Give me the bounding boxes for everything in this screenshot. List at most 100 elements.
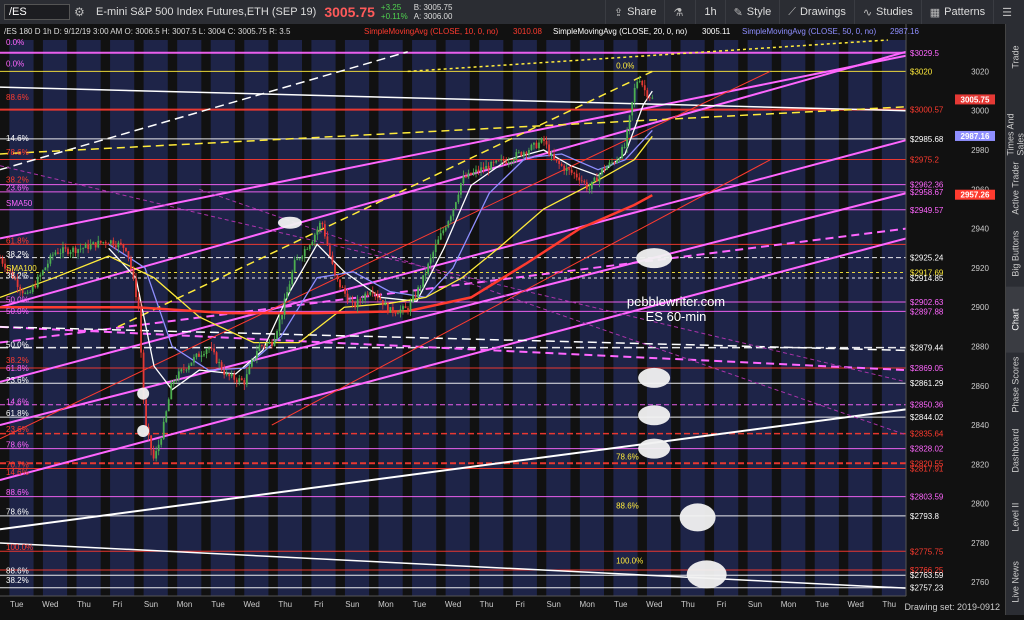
price-label: $2793.8 (910, 512, 939, 521)
candle-body (349, 300, 351, 302)
sma10-legend: SimpleMovingAvg (CLOSE, 10, 0, no) (364, 27, 498, 36)
timeframe-button[interactable]: 1h (695, 0, 724, 24)
patterns-button[interactable]: ▦ Patterns (920, 0, 993, 24)
gear-icon[interactable]: ⚙ (74, 5, 85, 19)
candle-body (215, 352, 218, 364)
candle-body (465, 176, 467, 178)
x-tick-label: Fri (717, 600, 727, 609)
candle-body (472, 172, 475, 175)
sidebar-tab-dashboard[interactable]: Dashboard (1010, 428, 1021, 473)
candle-body (288, 284, 291, 293)
candle-body (601, 168, 603, 175)
price-label: $2844.02 (910, 413, 944, 422)
fib-label: 23.6% (6, 425, 29, 434)
fib-label: 0.0% (6, 38, 24, 47)
x-tick-label: Tue (614, 600, 628, 609)
candle-body (245, 374, 248, 385)
candle-body (424, 273, 427, 276)
candle-body (636, 81, 639, 88)
sidebar-tab-active-trader[interactable]: Active Trader (1010, 161, 1021, 215)
price-label: $2914.85 (910, 274, 944, 283)
candle-body (200, 355, 203, 357)
candle-body (74, 247, 77, 253)
flask-button[interactable]: ⚗ (664, 0, 695, 24)
candle-body (543, 138, 545, 142)
candle-body (558, 160, 561, 164)
sma50-value: 2987.16 (890, 27, 919, 36)
sidebar-tab-trade[interactable]: Trade (1010, 45, 1021, 69)
style-button[interactable]: ✎ Style (724, 0, 780, 24)
candle-body (276, 331, 278, 339)
x-tick-label: Fri (515, 600, 525, 609)
y-tick-label: 2900 (971, 303, 989, 312)
candle-body (341, 287, 344, 289)
candle-body (127, 251, 130, 258)
x-tick-label: Thu (882, 600, 896, 609)
price-chart[interactable]: 0.0%0.0%88.6%14.6%78.6%38.2%23.6%SMA5061… (0, 24, 1005, 615)
target-ellipse (137, 424, 150, 437)
candle-body (369, 292, 372, 295)
x-tick-label: Wed (445, 600, 461, 609)
y-tick-label: 3020 (971, 67, 989, 76)
candle-body (263, 345, 266, 347)
price-label-box (955, 94, 995, 105)
price-label: $3000.57 (910, 106, 944, 115)
menu-button[interactable]: ☰ (993, 0, 1024, 24)
sidebar-tab-level-ii[interactable]: Level II (1010, 501, 1021, 531)
candle-body (522, 152, 525, 156)
x-tick-label: Fri (113, 600, 123, 609)
sidebar-tab-chart[interactable]: Chart (1006, 286, 1024, 353)
sidebar-tab-phase-scores[interactable]: Phase Scores (1010, 357, 1021, 414)
studies-button[interactable]: ∿ Studies (853, 0, 921, 24)
price-label: $2962.36 (910, 181, 944, 190)
candle-body (329, 245, 331, 256)
price-label: $2803.59 (910, 493, 944, 502)
bid-ask: B: 3005.75 A: 3006.00 (414, 3, 453, 21)
candle-body (570, 169, 573, 173)
candle-body (82, 248, 85, 249)
drawing-set-label: Drawing set: 2019-0912 (904, 602, 1000, 612)
candle-body (117, 242, 120, 248)
candle-body (308, 245, 311, 250)
candle-body (6, 268, 9, 270)
candle-body (198, 353, 200, 357)
price-label: $2763.59 (910, 571, 944, 580)
toolbar: /ES ⚙ E-mini S&P 500 Index Futures,ETH (… (0, 0, 1024, 25)
trendline (0, 192, 907, 427)
candle-body (19, 287, 22, 291)
inline-fib-label: 78.6% (616, 452, 639, 461)
candle-body (608, 162, 611, 167)
sidebar-tab-times-and-sales[interactable]: Times And Sales (1005, 113, 1024, 156)
candle-body (412, 295, 414, 302)
candle-body (381, 299, 384, 306)
candle-body (278, 319, 281, 332)
chart-info: /ES 180 D 1h D: 9/12/19 3:00 AM O: 3006.… (4, 27, 291, 36)
candle-body (568, 168, 571, 170)
sidebar-tab-big-buttons[interactable]: Big Buttons (1010, 230, 1021, 277)
fib-label: 14.6% (6, 134, 29, 143)
candle-body (344, 287, 346, 294)
drawings-button[interactable]: ⟋ Drawings (779, 0, 854, 24)
y-tick-label: 2940 (971, 225, 989, 234)
candle-body (213, 348, 215, 353)
candle-body (135, 278, 137, 298)
candle-body (301, 256, 304, 259)
chart-area[interactable]: 0.0% 0.0% 88.6% 14.6% 78.6% 38.2% 23.6% SMA50 61… (0, 24, 1005, 615)
symbol-input[interactable]: /ES (4, 4, 70, 20)
x-tick-label: Thu (278, 600, 292, 609)
fib-labels: 0.0%0.0%88.6%14.6%78.6%38.2%23.6%SMA5061… (6, 38, 37, 585)
share-button[interactable]: ⇪ Share (604, 0, 665, 24)
candle-body (79, 248, 82, 250)
sidebar-tab-live-news[interactable]: Live News (1010, 561, 1021, 603)
candle-body (535, 142, 538, 149)
candle-body (598, 174, 601, 182)
trendline (0, 86, 907, 112)
price-label: $2902.63 (910, 298, 944, 307)
trendline (0, 542, 907, 589)
target-ellipse (277, 216, 302, 229)
candle-body (253, 358, 256, 360)
candle-body (606, 166, 608, 170)
price-label-box (955, 130, 995, 141)
candle-body (646, 90, 649, 98)
candle-body (596, 177, 598, 182)
